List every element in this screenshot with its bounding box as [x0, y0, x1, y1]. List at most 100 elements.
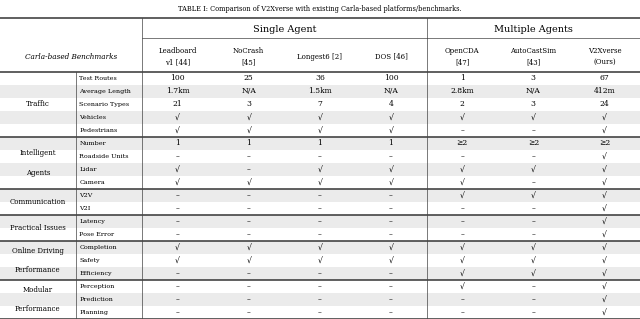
Text: 1: 1 [460, 74, 465, 82]
Text: –: – [389, 308, 393, 316]
Text: 412m: 412m [593, 87, 615, 95]
Text: –: – [389, 230, 393, 238]
Text: √: √ [602, 308, 607, 316]
Text: √: √ [175, 113, 180, 121]
Text: Pedestrians: Pedestrians [79, 128, 118, 133]
Text: √: √ [602, 191, 607, 199]
Text: –: – [460, 230, 464, 238]
Text: –: – [318, 230, 322, 238]
Text: √: √ [460, 256, 465, 264]
Text: Single Agent: Single Agent [253, 25, 316, 34]
Text: √: √ [531, 113, 536, 121]
Text: √: √ [531, 270, 536, 278]
Text: √: √ [602, 178, 607, 186]
Text: Carla-based Benchmarks: Carla-based Benchmarks [25, 53, 117, 61]
Text: –: – [318, 204, 322, 212]
Text: –: – [176, 308, 180, 316]
Text: √: √ [175, 165, 180, 173]
Text: √: √ [388, 113, 394, 121]
Text: –: – [531, 218, 535, 226]
Text: –: – [318, 270, 322, 278]
Text: √: √ [175, 243, 180, 251]
Text: –: – [247, 165, 251, 173]
Text: –: – [460, 126, 464, 134]
Text: √: √ [602, 165, 607, 173]
Text: 67: 67 [600, 74, 609, 82]
Text: –: – [247, 270, 251, 278]
Text: –: – [247, 204, 251, 212]
Text: Test Routes: Test Routes [79, 76, 117, 81]
Text: –: – [176, 204, 180, 212]
Text: –: – [176, 295, 180, 303]
Text: –: – [176, 270, 180, 278]
Bar [0, 267, 640, 280]
Text: –: – [247, 152, 251, 160]
Text: –: – [176, 282, 180, 291]
Bar [0, 228, 640, 241]
Text: √: √ [246, 126, 252, 134]
Text: Vehicles: Vehicles [79, 115, 106, 120]
Text: AutoCastSim
[43]: AutoCastSim [43] [510, 48, 556, 66]
Text: Latency: Latency [79, 219, 105, 224]
Text: –: – [460, 204, 464, 212]
Text: –: – [531, 230, 535, 238]
Bar [0, 111, 640, 124]
Text: –: – [531, 308, 535, 316]
Text: –: – [389, 152, 393, 160]
Text: √: √ [317, 256, 323, 264]
Text: √: √ [317, 126, 323, 134]
Text: Safety: Safety [79, 258, 100, 263]
Text: N/A: N/A [383, 87, 399, 95]
Text: Prediction: Prediction [79, 297, 113, 302]
Text: 1.7km: 1.7km [166, 87, 189, 95]
Bar [0, 98, 640, 111]
Text: –: – [389, 204, 393, 212]
Text: –: – [389, 218, 393, 226]
Text: √: √ [175, 256, 180, 264]
Text: –: – [531, 152, 535, 160]
Text: √: √ [317, 165, 323, 173]
Bar [0, 254, 640, 267]
Text: 3: 3 [531, 100, 536, 108]
Text: √: √ [317, 113, 323, 121]
Text: √: √ [388, 165, 394, 173]
Bar [0, 18, 640, 41]
Text: Lidar: Lidar [79, 167, 97, 172]
Bar [0, 241, 640, 254]
Text: √: √ [246, 243, 252, 251]
Text: V2I: V2I [79, 206, 91, 211]
Text: √: √ [602, 218, 607, 226]
Text: –: – [247, 191, 251, 199]
Text: –: – [247, 308, 251, 316]
Text: Average Length: Average Length [79, 89, 131, 94]
Text: –: – [460, 308, 464, 316]
Text: 24: 24 [600, 100, 609, 108]
Text: –: – [531, 295, 535, 303]
Text: Pose Error: Pose Error [79, 232, 115, 237]
Bar [0, 72, 640, 85]
Text: √: √ [602, 270, 607, 278]
Text: √: √ [246, 178, 252, 186]
Text: √: √ [602, 256, 607, 264]
Text: √: √ [602, 113, 607, 121]
Text: √: √ [388, 243, 394, 251]
Text: √: √ [175, 178, 180, 186]
Text: √: √ [531, 256, 536, 264]
Text: –: – [318, 308, 322, 316]
Text: ≥2: ≥2 [456, 139, 468, 147]
Text: –: – [247, 218, 251, 226]
Text: √: √ [388, 256, 394, 264]
Text: 3: 3 [531, 74, 536, 82]
Text: √: √ [460, 178, 465, 186]
Text: –: – [531, 282, 535, 291]
Text: Planning: Planning [79, 310, 108, 315]
Bar [0, 215, 640, 228]
Text: –: – [460, 295, 464, 303]
Text: 100: 100 [170, 74, 185, 82]
Text: –: – [247, 295, 251, 303]
Text: 1: 1 [246, 139, 252, 147]
Text: –: – [531, 178, 535, 186]
Text: –: – [176, 191, 180, 199]
Text: √: √ [460, 165, 465, 173]
Bar [0, 189, 640, 202]
